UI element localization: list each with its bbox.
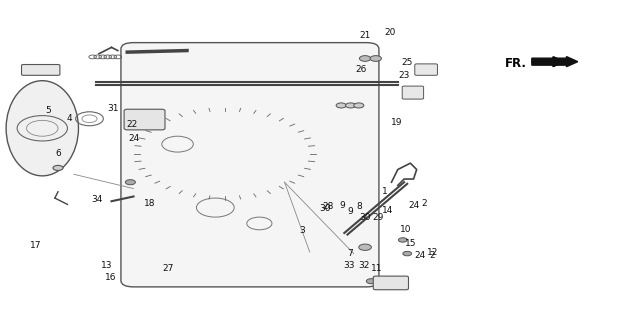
- Text: 31: 31: [107, 104, 119, 113]
- Circle shape: [53, 165, 63, 171]
- Text: 12: 12: [427, 248, 438, 257]
- Text: 19: 19: [391, 118, 403, 127]
- Circle shape: [367, 279, 377, 284]
- Text: 26: 26: [356, 65, 367, 74]
- Text: 10: 10: [400, 225, 411, 234]
- Text: 24: 24: [128, 134, 139, 143]
- Text: 34: 34: [92, 195, 103, 204]
- Circle shape: [359, 244, 372, 251]
- Text: 27: 27: [162, 264, 174, 273]
- FancyBboxPatch shape: [402, 86, 423, 99]
- FancyBboxPatch shape: [415, 64, 437, 75]
- Ellipse shape: [6, 81, 78, 176]
- Circle shape: [398, 238, 407, 242]
- Text: 18: 18: [143, 199, 155, 208]
- Text: 24: 24: [408, 201, 419, 210]
- FancyArrow shape: [532, 57, 578, 67]
- Text: 30: 30: [319, 204, 331, 213]
- Text: 21: 21: [360, 31, 371, 40]
- Text: 30: 30: [360, 212, 371, 222]
- Text: 16: 16: [104, 273, 116, 282]
- Text: 4: 4: [66, 114, 72, 123]
- Text: 28: 28: [322, 203, 334, 212]
- Text: 24: 24: [414, 251, 425, 260]
- Text: 3: 3: [300, 226, 305, 235]
- FancyBboxPatch shape: [374, 276, 408, 290]
- Text: 2: 2: [430, 251, 435, 260]
- Text: 13: 13: [101, 261, 113, 270]
- Text: 33: 33: [343, 261, 355, 270]
- Circle shape: [209, 146, 241, 162]
- Text: FR.: FR.: [505, 57, 527, 70]
- Text: 8: 8: [356, 203, 362, 212]
- Text: 17: 17: [30, 241, 42, 250]
- Text: 7: 7: [347, 249, 353, 258]
- Text: 11: 11: [370, 264, 382, 273]
- Circle shape: [360, 56, 371, 61]
- Text: 20: 20: [384, 28, 396, 37]
- Circle shape: [346, 103, 356, 108]
- Circle shape: [370, 56, 382, 61]
- Circle shape: [125, 180, 135, 185]
- Text: 22: 22: [126, 120, 138, 129]
- Text: 15: 15: [404, 239, 416, 248]
- Circle shape: [354, 103, 364, 108]
- Text: 14: 14: [382, 206, 393, 215]
- FancyBboxPatch shape: [21, 65, 60, 75]
- Text: 5: 5: [46, 106, 51, 115]
- Text: 9: 9: [348, 207, 353, 216]
- Text: 25: 25: [401, 58, 413, 67]
- Circle shape: [403, 252, 411, 256]
- FancyBboxPatch shape: [124, 109, 165, 130]
- Text: 1: 1: [382, 187, 388, 196]
- Text: 2: 2: [422, 199, 427, 208]
- Text: 23: 23: [398, 71, 410, 80]
- Text: 29: 29: [372, 213, 384, 222]
- FancyBboxPatch shape: [121, 43, 379, 287]
- Text: 9: 9: [339, 202, 345, 211]
- Circle shape: [336, 103, 346, 108]
- Text: 32: 32: [359, 261, 370, 270]
- Text: 6: 6: [55, 149, 61, 158]
